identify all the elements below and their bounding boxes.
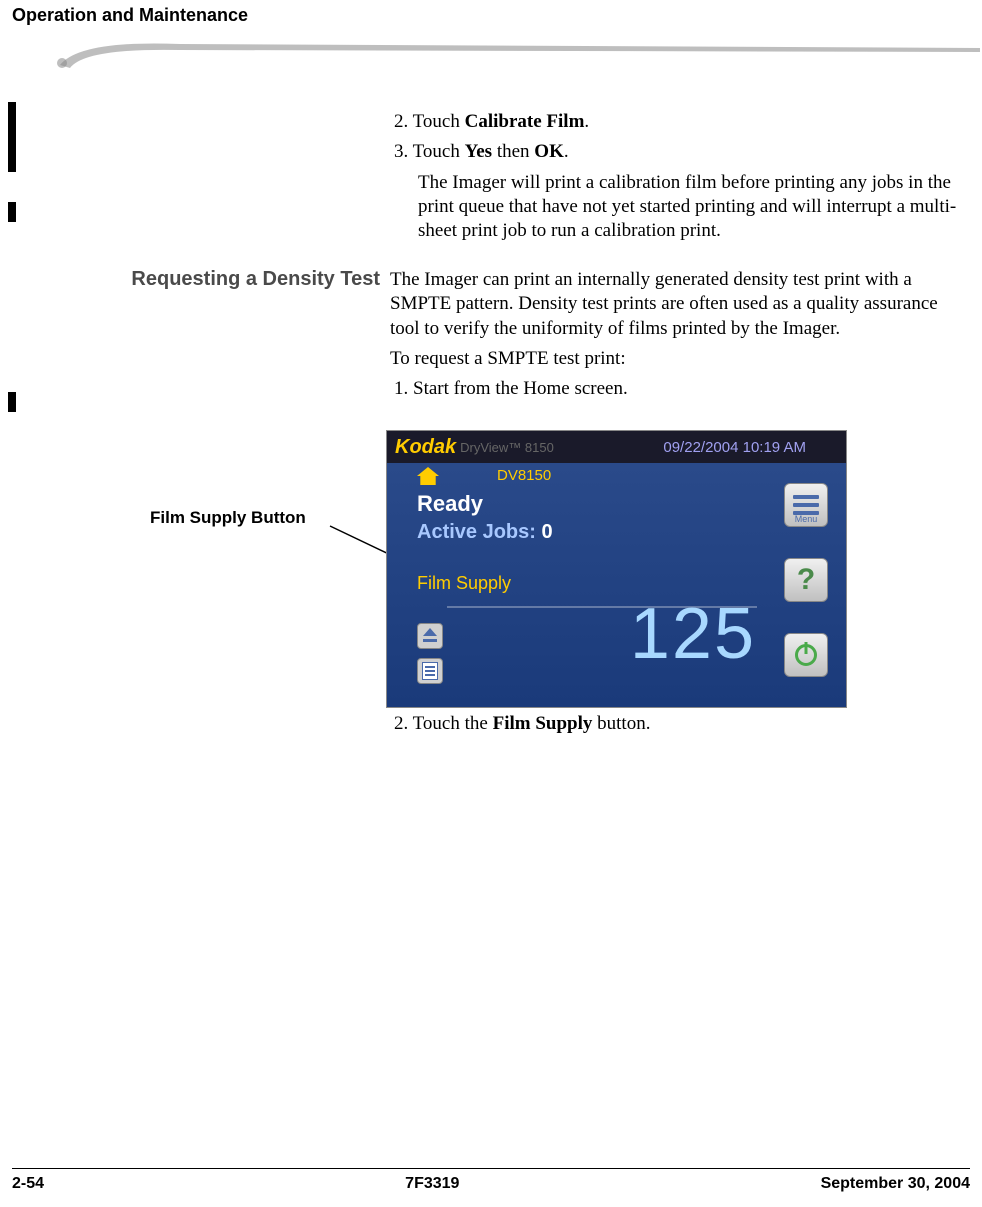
step-text: . [584,111,589,132]
footer-page-number: 2-54 [12,1175,44,1193]
screenshot-header: Kodak DryView™ 8150 09/22/2004 10:19 AM [387,431,846,463]
home-icon[interactable] [417,467,439,485]
menu-icon [793,495,819,515]
footer-doc-id: 7F3319 [405,1175,459,1193]
change-bar [8,202,16,222]
screenshot-main: DV8150 Ready Active Jobs: 0 Film Supply … [387,463,846,707]
paragraph: The Imager can print an internally gener… [390,268,960,341]
home-screen-screenshot: Kodak DryView™ 8150 09/22/2004 10:19 AM … [386,430,847,708]
change-bar [8,102,16,172]
step-2: 2. Touch the Film Supply button. [390,712,960,736]
active-jobs: Active Jobs: 0 [417,521,553,544]
dryview-model: DryView™ 8150 [460,440,554,455]
film-supply-label: Film Supply [417,573,511,594]
step-text: 2. Touch [394,111,465,132]
menu-button-label: Menu [785,514,827,524]
film-supply-step: 2. Touch the Film Supply button. [390,712,960,742]
step-bold: OK [534,141,564,162]
step-text: button. [592,713,650,734]
section-heading-density-test: Requesting a Density Test [30,268,380,291]
step-bold: Yes [465,141,492,162]
active-jobs-count: 0 [542,521,553,543]
film-count-value[interactable]: 125 [630,593,756,675]
decorative-swoosh [0,30,982,80]
document-icon[interactable] [417,658,443,684]
footer-date: September 30, 2004 [821,1175,970,1193]
step-text: then [492,141,534,162]
change-bar [8,392,16,412]
kodak-logo: Kodak [387,436,456,459]
active-jobs-label: Active Jobs: [417,521,536,543]
datetime-label: 09/22/2004 10:19 AM [663,439,806,456]
density-test-body: The Imager can print an internally gener… [390,268,960,408]
step-bold: Calibrate Film [465,111,585,132]
callout-label-film-supply: Film Supply Button [150,508,306,528]
status-ready: Ready [417,491,483,517]
power-icon [795,644,817,666]
page-header-title: Operation and Maintenance [12,5,248,26]
step-3: 3. Touch Yes then OK. [390,140,960,164]
step-bold: Film Supply [493,713,593,734]
step-2: 2. Touch Calibrate Film. [390,110,960,134]
page-footer: 2-54 7F3319 September 30, 2004 [12,1168,970,1193]
eject-icon[interactable] [417,623,443,649]
step-text: 2. Touch the [394,713,493,734]
step-1: 1. Start from the Home screen. [390,377,960,401]
power-button[interactable] [784,633,828,677]
help-button[interactable]: ? [784,558,828,602]
device-label: DV8150 [497,467,551,484]
step-text: 3. Touch [394,141,465,162]
calibrate-steps: 2. Touch Calibrate Film. 3. Touch Yes th… [390,110,960,244]
menu-button[interactable]: Menu [784,483,828,527]
step-3-detail: The Imager will print a calibration film… [418,171,960,244]
paragraph: To request a SMPTE test print: [390,347,960,371]
help-icon: ? [797,563,815,597]
step-text: . [564,141,569,162]
